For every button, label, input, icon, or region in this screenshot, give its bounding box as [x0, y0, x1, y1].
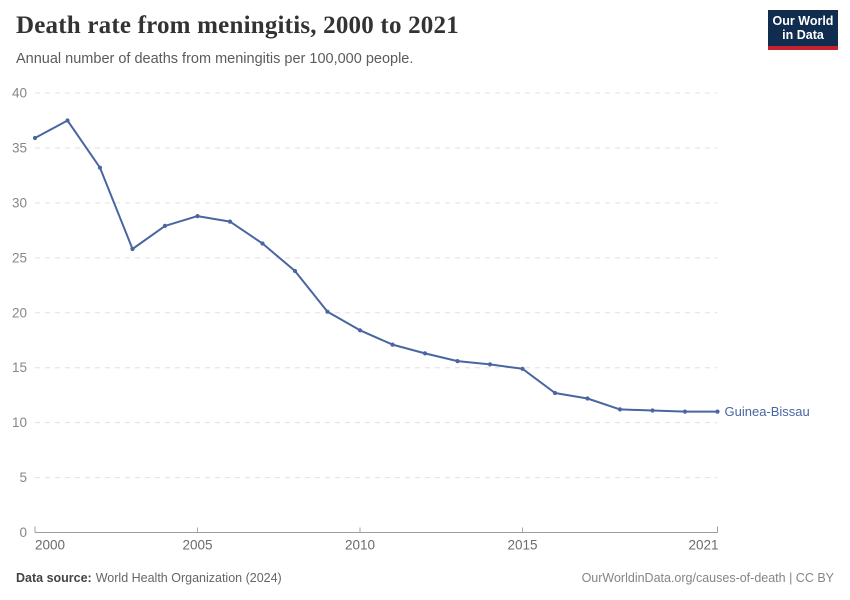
data-point[interactable] [682, 409, 688, 414]
x-axis-tick-label: 2010 [345, 538, 375, 553]
y-axis-tick-label: 40 [12, 86, 27, 101]
data-point[interactable] [65, 118, 70, 123]
y-axis-tick-label: 10 [12, 415, 27, 430]
line-chart[interactable]: 0 5 10 15 20 25 30 35 40 2000 2005 2010 2015 2021 Guin… [0, 0, 850, 560]
data-point[interactable] [715, 409, 720, 414]
data-line[interactable] [34, 119, 719, 413]
y-axis-tick-label: 0 [19, 525, 27, 540]
owid-logo[interactable]: Our World in Data [768, 10, 838, 50]
data-point[interactable] [162, 223, 168, 228]
chart-subtitle: Annual number of deaths from meningitis … [16, 51, 414, 67]
y-axis-tick-label: 30 [12, 195, 27, 210]
x-axis-tick-label: 2021 [688, 538, 718, 553]
data-point[interactable] [390, 342, 395, 347]
x-axis-tick-label: 2005 [182, 538, 212, 553]
data-point[interactable] [195, 214, 200, 219]
x-axis-tick-label: 2015 [507, 538, 537, 553]
chart-title: Death rate from meningitis, 2000 to 2021 [16, 12, 459, 39]
chart-footer: Data source: World Health Organization (2… [0, 567, 850, 589]
y-axis-tick-label: 35 [12, 140, 27, 155]
data-point[interactable] [325, 309, 330, 314]
y-axis-tick-label: 25 [12, 250, 27, 265]
series-end-label: Guinea-Bissau [725, 404, 810, 419]
data-point[interactable] [292, 268, 298, 274]
owid-logo-line1: Our World [772, 14, 834, 28]
data-point[interactable] [32, 135, 38, 141]
attribution-link[interactable]: OurWorldinData.org/causes-of-death | CC … [581, 571, 834, 585]
data-point[interactable] [487, 362, 493, 367]
data-point[interactable] [455, 359, 460, 364]
y-axis-tick-label: 15 [12, 360, 27, 375]
data-point[interactable] [520, 366, 525, 371]
data-point[interactable] [552, 390, 558, 396]
data-source-value: World Health Organization (2024) [95, 571, 282, 585]
data-source: Data source: World Health Organization (2… [16, 571, 282, 585]
data-point[interactable] [650, 408, 655, 413]
y-axis-tick-label: 5 [19, 470, 27, 485]
owid-logo-line2: in Data [782, 28, 824, 42]
y-axis-tick-label: 20 [12, 305, 27, 320]
data-point[interactable] [357, 328, 363, 333]
data-point[interactable] [260, 241, 265, 246]
data-source-label: Data source: [16, 571, 92, 585]
data-point[interactable] [585, 396, 590, 401]
data-point[interactable] [227, 219, 233, 224]
data-point[interactable] [617, 407, 623, 412]
data-point[interactable] [130, 246, 135, 252]
data-point[interactable] [422, 351, 428, 356]
x-axis-tick-label: 2000 [35, 538, 65, 553]
data-point[interactable] [97, 165, 103, 170]
